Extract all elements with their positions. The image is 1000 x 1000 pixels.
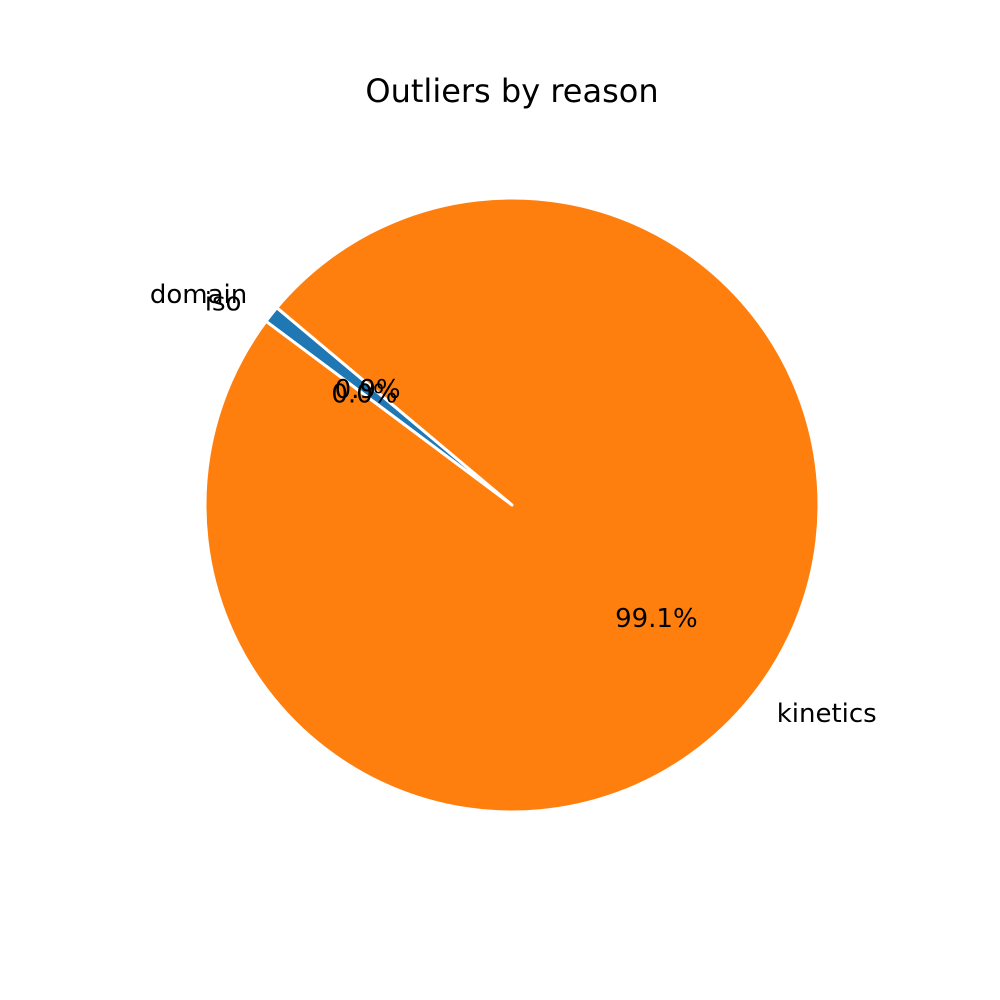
pie-labels: domain 0.9% iso 0.0% kinetics 99.1% [150, 280, 877, 729]
chart-title: Outliers by reason [365, 72, 658, 110]
pct-label-kinetics: 99.1% [615, 604, 698, 634]
pct-label-domain: 0.9% [335, 375, 401, 405]
pct-label-iso: 0.0% [331, 379, 397, 409]
slice-label-kinetics: kinetics [777, 699, 877, 729]
slice-label-iso: iso [205, 287, 242, 317]
pie-slices [203, 196, 821, 814]
pie-slice-kinetics [203, 196, 821, 814]
slice-label-domain: domain [150, 280, 247, 310]
